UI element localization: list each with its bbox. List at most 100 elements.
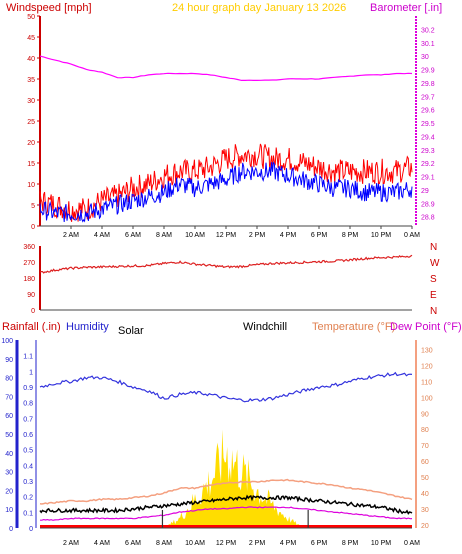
humidity-y-tick: 50 (5, 432, 13, 439)
solar-label: Solar (118, 325, 144, 337)
rain-y-tick: 0.5 (23, 448, 33, 455)
temperature-line (39, 478, 413, 505)
windchill-line (39, 494, 413, 515)
climate-x-tick: 8 PM (342, 540, 359, 547)
wind-x-tick: 4 PM (280, 232, 297, 239)
humidity-line (39, 371, 413, 403)
humidity-y-tick: 60 (5, 413, 13, 420)
wind-x-tick: 12 PM (216, 232, 236, 239)
chart-layer: 0510152025303540455028.828.92929.129.229… (1, 14, 440, 547)
wind-y-tick: 35 (27, 77, 35, 84)
rain-y-tick: 1 (29, 369, 33, 376)
climate-x-tick: 10 AM (185, 540, 205, 547)
wind-y-tick: 20 (27, 140, 35, 147)
direction-compass-label: S (430, 274, 437, 285)
direction-y-tick: 180 (23, 276, 35, 283)
humidity-label: Humidity (66, 321, 109, 333)
climate-x-tick: 12 PM (216, 540, 236, 547)
barometer-y-tick: 29.1 (421, 175, 435, 182)
solar-area (40, 429, 412, 528)
barometer-y-tick: 29.9 (421, 68, 435, 75)
windspeed-label: Windspeed [mph] (6, 2, 92, 14)
rain-y-tick: 0 (29, 526, 33, 533)
wind-y-tick: 45 (27, 35, 35, 42)
windchill-label: Windchill (243, 321, 287, 333)
direction-y-tick: 270 (23, 260, 35, 267)
temperature-y-tick: 100 (421, 395, 433, 402)
climate-x-tick: 8 AM (156, 540, 172, 547)
dewpoint-label: Dew Point (°F) (390, 321, 462, 333)
barometer-line (39, 55, 413, 82)
wind-average-line (39, 161, 413, 223)
climate-x-tick: 6 PM (311, 540, 328, 547)
wind-x-tick: 2 AM (63, 232, 79, 239)
humidity-y-tick: 70 (5, 394, 13, 401)
direction-y-tick: 360 (23, 244, 35, 251)
barometer-y-tick: 29.3 (421, 148, 435, 155)
rain-y-tick: 0.1 (23, 510, 33, 517)
direction-y-tick: 0 (31, 308, 35, 315)
rain-y-tick: 0.7 (23, 416, 33, 423)
humidity-y-tick: 30 (5, 470, 13, 477)
barometer-y-tick: 28.8 (421, 215, 435, 222)
direction-y-tick: 90 (27, 292, 35, 299)
barometer-y-tick: 30 (421, 54, 429, 61)
temperature-y-tick: 70 (421, 443, 429, 450)
temperature-label: Temperature (°F) (312, 321, 395, 333)
wind-direction-line (39, 254, 413, 274)
temperature-y-tick: 130 (421, 348, 433, 355)
climate-x-tick: 2 PM (249, 540, 266, 547)
climate-x-tick: 6 AM (125, 540, 141, 547)
climate-x-tick: 4 PM (280, 540, 297, 547)
direction-compass-label: N (430, 306, 437, 317)
barometer-y-tick: 29.8 (421, 81, 435, 88)
climate-x-tick: 2 AM (63, 540, 79, 547)
temperature-y-tick: 50 (421, 475, 429, 482)
wind-x-tick: 2 PM (249, 232, 266, 239)
wind-y-tick: 40 (27, 56, 35, 63)
temperature-y-tick: 90 (421, 411, 429, 418)
rain-y-tick: 0.2 (23, 495, 33, 502)
humidity-y-tick: 100 (1, 338, 13, 345)
climate-x-tick: 0 AM (404, 540, 420, 547)
barometer-y-tick: 29.4 (421, 134, 435, 141)
barometer-y-tick: 30.1 (421, 41, 435, 48)
wind-x-tick: 10 AM (185, 232, 205, 239)
rain-y-tick: 0.8 (23, 401, 33, 408)
rain-bar (40, 525, 412, 528)
climate-x-tick: 4 AM (94, 540, 110, 547)
wind-y-tick: 30 (27, 98, 35, 105)
humidity-y-tick: 20 (5, 488, 13, 495)
wind-y-tick: 5 (31, 203, 35, 210)
barometer-y-tick: 29.7 (421, 94, 435, 101)
dewpoint-line (40, 506, 413, 521)
temperature-y-tick: 80 (421, 427, 429, 434)
climate-x-tick: 10 PM (371, 540, 391, 547)
wind-x-tick: 6 AM (125, 232, 141, 239)
temperature-y-tick: 20 (421, 523, 429, 530)
wind-x-tick: 10 PM (371, 232, 391, 239)
barometer-y-tick: 29.2 (421, 161, 435, 168)
barometer-y-tick: 29.6 (421, 108, 435, 115)
wind-y-tick: 10 (27, 182, 35, 189)
direction-compass-label: W (430, 258, 440, 269)
wind-y-tick: 50 (27, 14, 35, 21)
barometer-label: Barometer [.in] (370, 2, 442, 14)
rain-y-tick: 0.9 (23, 385, 33, 392)
graph-title: 24 hour graph day January 13 2026 (172, 2, 346, 14)
wind-gust-line (39, 143, 413, 222)
rain-y-tick: 1.1 (23, 354, 33, 361)
barometer-y-tick: 30.2 (421, 27, 435, 34)
wind-x-tick: 4 AM (94, 232, 110, 239)
temperature-y-tick: 60 (421, 459, 429, 466)
wind-x-tick: 8 PM (342, 232, 359, 239)
wind-x-tick: 6 PM (311, 232, 328, 239)
wind-y-tick: 0 (31, 224, 35, 231)
rain-y-tick: 0.6 (23, 432, 33, 439)
temperature-y-tick: 120 (421, 363, 433, 370)
temperature-y-tick: 30 (421, 507, 429, 514)
temperature-y-tick: 110 (421, 379, 432, 386)
direction-compass-label: E (430, 290, 437, 301)
barometer-y-tick: 28.9 (421, 201, 435, 208)
